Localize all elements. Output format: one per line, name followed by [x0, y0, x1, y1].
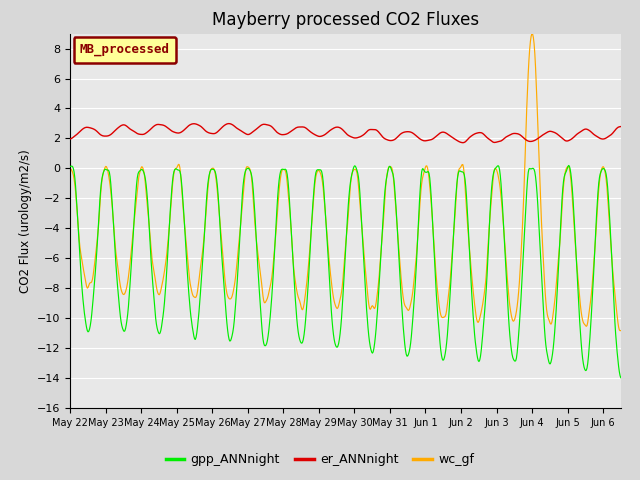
Legend: gpp_ANNnight, er_ANNnight, wc_gf: gpp_ANNnight, er_ANNnight, wc_gf	[161, 448, 479, 471]
Y-axis label: CO2 Flux (urology/m2/s): CO2 Flux (urology/m2/s)	[19, 149, 31, 293]
Title: Mayberry processed CO2 Fluxes: Mayberry processed CO2 Fluxes	[212, 11, 479, 29]
